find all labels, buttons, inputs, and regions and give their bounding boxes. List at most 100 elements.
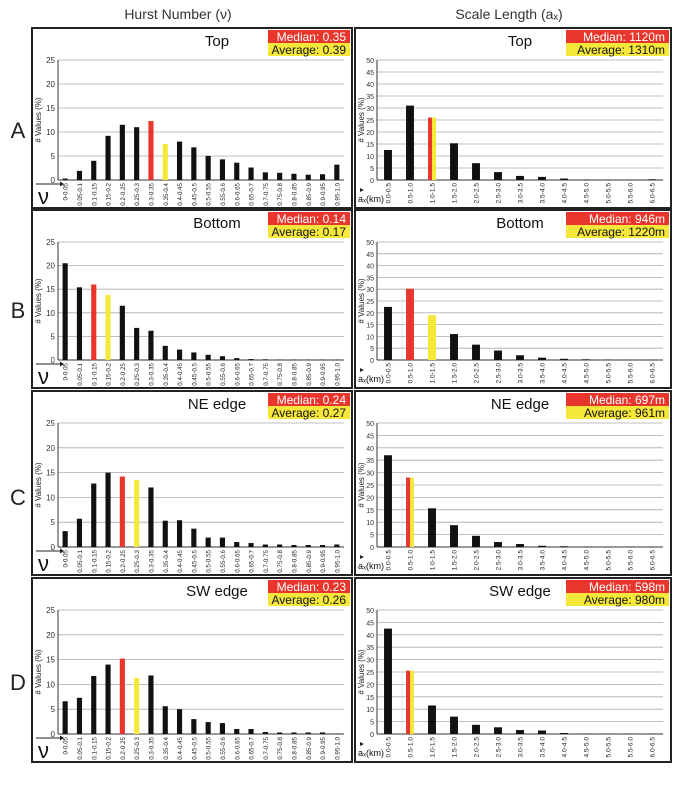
- y-tick-label: 15: [366, 508, 374, 515]
- bar: [305, 732, 311, 734]
- bar: [176, 520, 183, 547]
- bar: [176, 709, 183, 734]
- y-tick-label: 0: [370, 178, 374, 185]
- x-tick-label: 0.95-1.0: [334, 736, 341, 759]
- x-tick-label: 3.0-3.5: [518, 550, 525, 571]
- x-axis-arrowhead: [360, 188, 364, 192]
- bar: [191, 147, 197, 180]
- bar: [62, 701, 68, 734]
- bar: [384, 306, 392, 360]
- bar: [162, 345, 168, 360]
- x-tick-label: 2.0-2.5: [474, 183, 481, 204]
- x-tick-label: 0.05-0.1: [77, 182, 84, 205]
- bar: [62, 178, 68, 180]
- x-tick-label: 0.45-0.5: [191, 362, 198, 385]
- bar: [384, 455, 392, 547]
- x-tick-label: 0.4-0.45: [177, 736, 184, 759]
- median-label: Median: 1120m: [583, 30, 665, 44]
- average-label: Average: 0.27: [271, 406, 346, 420]
- x-tick-label: 4.5-5.0: [584, 183, 591, 204]
- x-axis-arrowhead: [60, 548, 64, 554]
- bar: [105, 135, 111, 180]
- x-tick-label: 0.15-0.2: [106, 362, 113, 385]
- x-tick-label: 0.2-0.25: [120, 182, 127, 205]
- panel-title: SW edge: [186, 583, 248, 600]
- bar: [516, 175, 524, 180]
- x-tick-label: 0.15-0.2: [106, 736, 113, 759]
- y-tick-label: 25: [366, 118, 374, 125]
- x-tick-label: 5.5-6.0: [628, 550, 635, 571]
- bar-median: [91, 284, 97, 360]
- x-tick-label: 0.0-0.5: [386, 737, 393, 758]
- x-tick-label: 0.5-1.0: [408, 550, 415, 571]
- y-axis-label: # Values (%): [357, 649, 366, 695]
- x-tick-label: 5.0-5.5: [606, 737, 613, 758]
- x-tick-label: 0.7-0.75: [263, 182, 270, 205]
- bar: [219, 356, 226, 360]
- x-tick-label: 0.9-0.95: [320, 362, 327, 385]
- bar: [248, 167, 254, 180]
- y-axis-label: # Values (%): [34, 97, 43, 143]
- bar-median-half: [406, 477, 410, 547]
- row-label-a: A: [11, 118, 26, 143]
- x-tick-label: 0.6-0.65: [234, 182, 241, 205]
- x-tick-label: 3.5-4.0: [540, 737, 547, 758]
- bar: [516, 355, 524, 360]
- y-tick-label: 20: [366, 130, 374, 137]
- x-tick-label: 5.0-5.5: [606, 550, 613, 571]
- y-tick-label: 25: [366, 483, 374, 490]
- x-tick-label: 0.65-0.7: [249, 736, 256, 759]
- y-tick-label: 35: [366, 94, 374, 101]
- x-tick-label: 4.5-5.0: [584, 550, 591, 571]
- bar: [538, 545, 546, 547]
- y-tick-label: 45: [366, 70, 374, 77]
- bar: [191, 528, 197, 547]
- bar: [148, 487, 154, 547]
- y-axis-label: # Values (%): [357, 462, 366, 508]
- panel-title: Bottom: [193, 215, 241, 232]
- bar: [119, 305, 125, 360]
- bar: [248, 359, 254, 360]
- x-tick-label: 3.5-4.0: [540, 183, 547, 204]
- x-tick-label: 0.2-0.25: [120, 736, 127, 759]
- y-tick-label: 35: [366, 458, 374, 465]
- x-axis-arrowhead: [360, 555, 364, 559]
- panel-title: NE edge: [491, 396, 549, 413]
- y-tick-label: 5: [370, 720, 374, 727]
- bar: [176, 349, 183, 360]
- row-label-d: D: [10, 670, 26, 695]
- average-label: Average: 0.39: [271, 43, 346, 57]
- x-tick-label: 3.5-4.0: [540, 363, 547, 384]
- y-tick-label: 5: [51, 332, 56, 341]
- bar: [291, 545, 297, 547]
- bar: [62, 263, 68, 360]
- x-tick-label: 3.5-4.0: [540, 550, 547, 571]
- bar: [162, 520, 168, 547]
- x-tick-label: 0.1-0.15: [91, 549, 98, 572]
- x-tick-label: 3.0-3.5: [518, 183, 525, 204]
- bar: [134, 127, 140, 180]
- x-tick-label: 0.6-0.65: [234, 362, 241, 385]
- bar: [560, 546, 568, 547]
- bar: [205, 354, 211, 360]
- bar: [582, 359, 590, 360]
- y-tick-label: 40: [366, 82, 374, 89]
- bar: [428, 508, 436, 547]
- bar: [105, 472, 111, 547]
- bar: [277, 172, 283, 180]
- bar: [648, 179, 656, 180]
- bar: [91, 675, 97, 734]
- bar: [219, 159, 226, 180]
- bar: [516, 544, 524, 547]
- x-tick-label: 0.55-0.6: [220, 736, 227, 759]
- bar: [560, 733, 568, 734]
- bar-median: [148, 120, 154, 180]
- bar: [319, 732, 326, 734]
- panel-title: Top: [205, 33, 229, 50]
- y-tick-label: 20: [46, 631, 55, 640]
- bar: [234, 542, 240, 547]
- bar: [148, 675, 154, 734]
- x-tick-label: 0-0.05: [63, 362, 70, 380]
- bar: [91, 483, 97, 547]
- bar: [205, 722, 211, 734]
